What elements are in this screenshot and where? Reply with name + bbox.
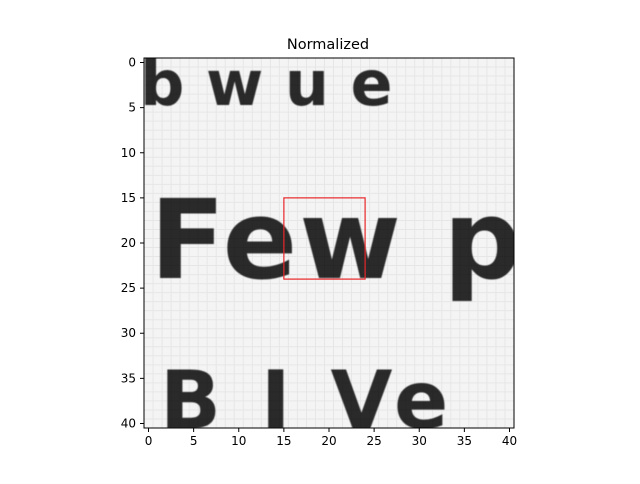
x-axis: 0 5 10 15 20 25 30 35 40 xyxy=(145,428,517,448)
x-tick-label: 25 xyxy=(366,434,381,448)
plot-title: Normalized xyxy=(287,37,369,53)
y-tick-label: 30 xyxy=(121,326,136,340)
x-tick-label: 40 xyxy=(502,434,517,448)
image-text-middle: Few pe xyxy=(150,176,601,304)
x-tick-label: 5 xyxy=(190,434,198,448)
y-tick-label: 5 xyxy=(128,101,136,115)
x-tick-label: 35 xyxy=(457,434,472,448)
y-tick-label: 25 xyxy=(121,281,136,295)
x-tick-label: 15 xyxy=(276,434,291,448)
highlight-box xyxy=(283,197,366,280)
y-tick-label: 0 xyxy=(128,56,136,70)
y-axis: 0 5 10 15 20 25 30 35 40 xyxy=(121,56,144,430)
x-tick-label: 20 xyxy=(321,434,336,448)
grayscale-image: b w u e Few pe B I Ve xyxy=(140,47,601,447)
image-text-bottom: B I Ve xyxy=(160,354,454,447)
y-tick-label: 35 xyxy=(121,371,136,385)
x-tick-label: 10 xyxy=(231,434,246,448)
x-tick-label: 0 xyxy=(145,434,153,448)
y-tick-label: 15 xyxy=(121,191,136,205)
y-tick-label: 40 xyxy=(121,416,136,430)
x-tick-label: 30 xyxy=(412,434,427,448)
y-tick-label: 10 xyxy=(121,146,136,160)
image-text-top: b w u e xyxy=(140,47,393,120)
y-tick-label: 20 xyxy=(121,236,136,250)
